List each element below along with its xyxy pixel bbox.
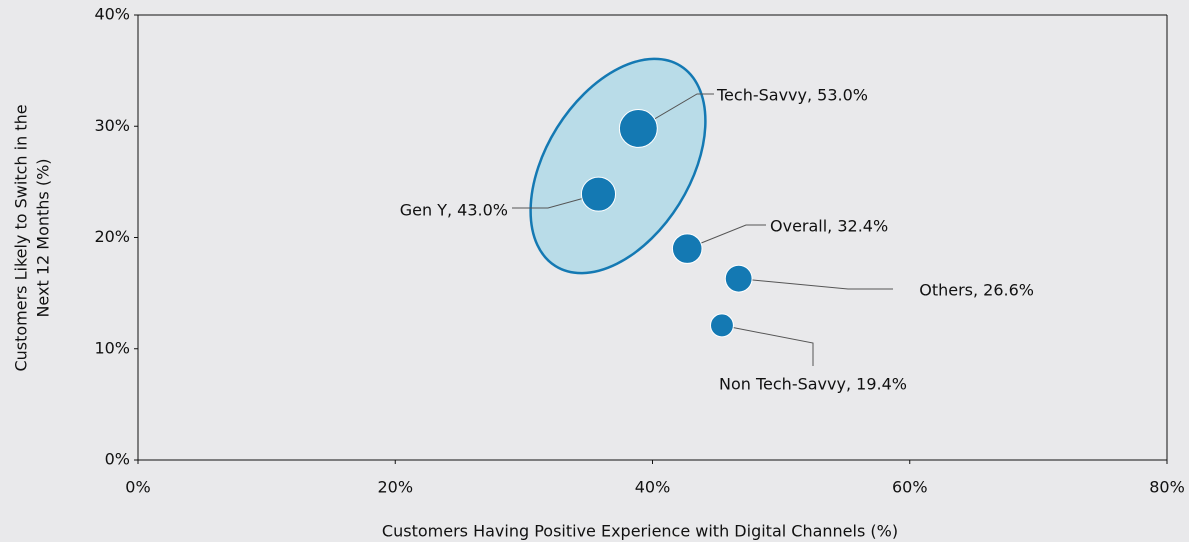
data-label: Non Tech-Savvy, 19.4%	[719, 375, 907, 394]
x-tick-label: 40%	[635, 478, 671, 497]
y-axis-label: Customers Likely to Switch in the	[12, 104, 31, 371]
data-label: Tech-Savvy, 53.0%	[716, 86, 868, 105]
bubble	[618, 109, 658, 148]
y-tick-label: 40%	[94, 5, 130, 24]
y-tick-label: 30%	[94, 116, 130, 135]
x-axis-label: Customers Having Positive Experience wit…	[382, 522, 898, 541]
leader-line	[638, 93, 714, 129]
data-label: Gen Y, 43.0%	[400, 201, 508, 220]
data-label: Others, 26.6%	[919, 281, 1034, 300]
x-tick-label: 80%	[1149, 478, 1185, 497]
leader-line	[738, 278, 893, 290]
highlight-ellipse	[529, 57, 707, 275]
bubble	[724, 264, 753, 293]
leader-line	[721, 324, 814, 366]
y-tick-label: 0%	[105, 450, 130, 469]
x-tick-label: 60%	[892, 478, 928, 497]
y-tick-label: 10%	[94, 338, 130, 357]
x-tick-label: 0%	[125, 478, 150, 497]
y-axis-label: Next 12 Months (%)	[34, 158, 53, 317]
x-tick-label: 20%	[377, 478, 413, 497]
leader-line	[687, 224, 766, 250]
bubble	[671, 233, 703, 264]
y-tick-label: 20%	[94, 227, 130, 246]
bubble	[580, 176, 617, 212]
data-label: Overall, 32.4%	[770, 217, 888, 236]
bubble	[710, 313, 734, 338]
